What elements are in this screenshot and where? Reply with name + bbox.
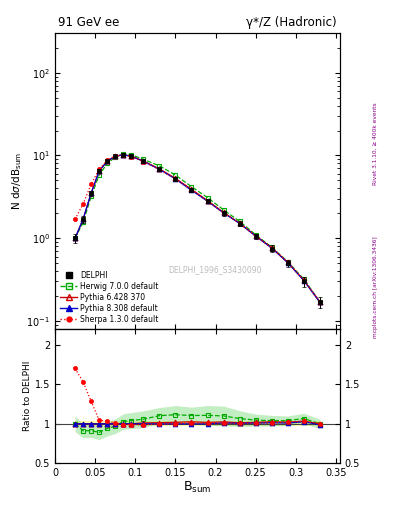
Text: 91 GeV ee: 91 GeV ee [58, 16, 119, 29]
Y-axis label: Ratio to DELPHI: Ratio to DELPHI [23, 361, 32, 431]
Text: Rivet 3.1.10, ≥ 400k events: Rivet 3.1.10, ≥ 400k events [373, 102, 378, 185]
Text: mcplots.cern.ch [arXiv:1306.3436]: mcplots.cern.ch [arXiv:1306.3436] [373, 236, 378, 337]
Text: DELPHI_1996_S3430090: DELPHI_1996_S3430090 [168, 265, 261, 274]
Y-axis label: N d$\sigma$/dB$_{\rm sum}$: N d$\sigma$/dB$_{\rm sum}$ [10, 152, 24, 210]
Legend: DELPHI, Herwig 7.0.0 default, Pythia 6.428 370, Pythia 8.308 default, Sherpa 1.3: DELPHI, Herwig 7.0.0 default, Pythia 6.4… [59, 269, 160, 325]
X-axis label: B$_{\rm sum}$: B$_{\rm sum}$ [183, 480, 212, 495]
Text: γ*/Z (Hadronic): γ*/Z (Hadronic) [246, 16, 337, 29]
